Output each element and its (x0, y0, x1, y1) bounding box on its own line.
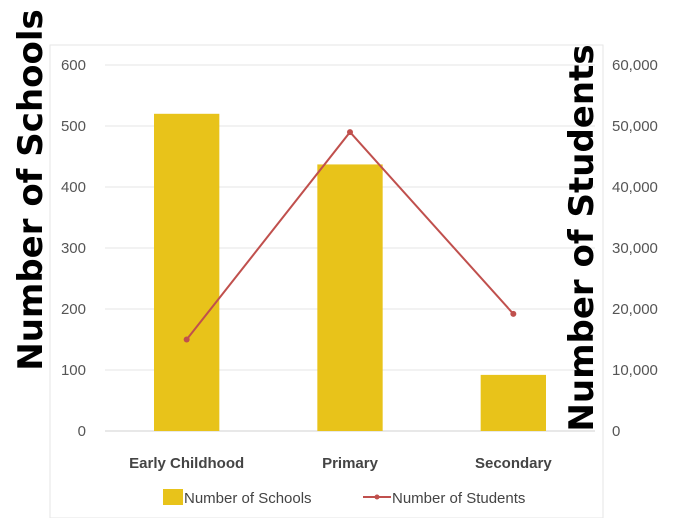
right-tick-label: 30,000 (612, 240, 658, 257)
left-axis-ticks: 0 100 200 300 400 500 600 (61, 57, 86, 440)
left-tick-label: 600 (61, 57, 86, 74)
bar (154, 113, 220, 432)
right-tick-label: 20,000 (612, 301, 658, 318)
legend: Number of Schools Number of Students (163, 489, 525, 507)
right-tick-label: 0 (612, 423, 620, 440)
category-label: Secondary (475, 455, 552, 472)
legend-swatch-schools (163, 489, 183, 505)
right-tick-label: 50,000 (612, 118, 658, 135)
right-axis-ticks: 0 10,000 20,000 30,000 40,000 50,000 60,000 (612, 57, 658, 440)
right-axis-title: Number of Students (562, 44, 602, 431)
category-labels: Early Childhood Primary Secondary (129, 455, 552, 472)
category-label: Early Childhood (129, 455, 244, 472)
left-tick-label: 300 (61, 240, 86, 257)
left-tick-label: 200 (61, 301, 86, 318)
left-tick-label: 0 (78, 423, 86, 440)
bar (480, 374, 546, 431)
line-series (183, 129, 517, 343)
right-tick-label: 10,000 (612, 362, 658, 379)
plot-frame (49, 44, 604, 518)
legend-marker-students (374, 494, 380, 500)
legend-label-schools: Number of Schools (184, 490, 312, 507)
left-tick-label: 400 (61, 179, 86, 196)
left-axis-title: Number of Schools (11, 9, 51, 371)
right-tick-label: 60,000 (612, 57, 658, 74)
category-label: Primary (322, 455, 379, 472)
left-tick-label: 500 (61, 118, 86, 135)
line-point (183, 336, 190, 343)
legend-label-students: Number of Students (392, 490, 525, 507)
left-tick-label: 100 (61, 362, 86, 379)
line-point (347, 129, 353, 136)
bar (317, 164, 383, 431)
line-point (510, 310, 517, 317)
bar-series (154, 113, 546, 432)
right-tick-label: 40,000 (612, 179, 658, 196)
